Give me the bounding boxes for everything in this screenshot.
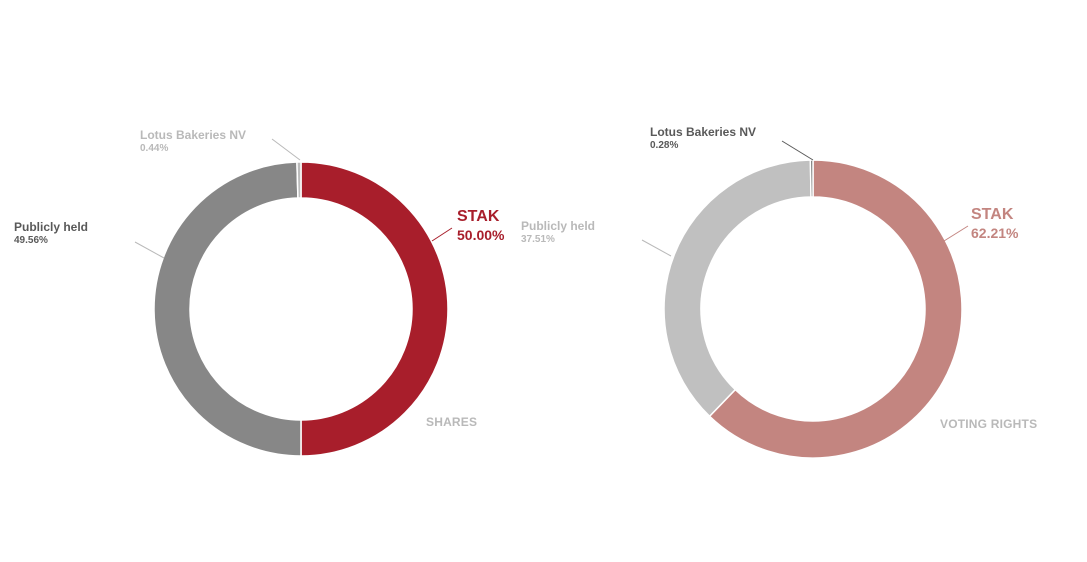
voting-slice-lotus-bakeries-nv: [809, 159, 814, 198]
shares-public-name: Publicly held: [14, 220, 89, 234]
voting-stak-name: STAK: [971, 206, 1014, 223]
shares-stak-name: STAK: [457, 208, 500, 225]
voting-leader-line-0: [781, 140, 814, 161]
shares-slice-publicly-held: [153, 161, 302, 457]
voting-lotus-label: Lotus Bakeries NV 0.28%: [650, 125, 756, 153]
shares-lotus-name: Lotus Bakeries NV: [140, 128, 247, 142]
voting-leader-line-1: [641, 239, 672, 257]
voting-stak-label: STAK 62.21%: [971, 205, 1018, 243]
shares-stak-label: STAK 50.00%: [457, 207, 504, 245]
voting-public-value: 37.51%: [521, 234, 555, 245]
shares-slice-stak: [300, 161, 449, 457]
voting-lotus-value: 0.28%: [650, 140, 679, 151]
voting-leader-line-2: [943, 225, 969, 242]
shares-public-value: 49.56%: [14, 235, 48, 246]
shares-stak-value: 50.00%: [457, 227, 505, 243]
shares-public-label: Publicly held 49.56%: [14, 220, 88, 248]
voting-public-label: Publicly held 37.51%: [521, 219, 595, 247]
shares-lotus-value: 0.44%: [140, 143, 169, 154]
voting-stak-value: 62.21%: [971, 225, 1019, 241]
voting-public-name: Publicly held: [521, 219, 596, 233]
shares-caption: SHARES: [426, 415, 478, 429]
shares-slice-lotus-bakeries-nv: [296, 161, 302, 199]
shares-leader-line-0: [271, 138, 301, 161]
voting-caption: VOTING RIGHTS: [940, 417, 1038, 431]
voting-slice-stak: [708, 159, 963, 459]
voting-lotus-name: Lotus Bakeries NV: [650, 125, 757, 139]
voting-slice-publicly-held: [663, 159, 812, 418]
shares-lotus-label: Lotus Bakeries NV 0.44%: [140, 128, 246, 156]
shares-leader-line-2: [431, 227, 453, 242]
shares-leader-line-1: [134, 241, 165, 259]
